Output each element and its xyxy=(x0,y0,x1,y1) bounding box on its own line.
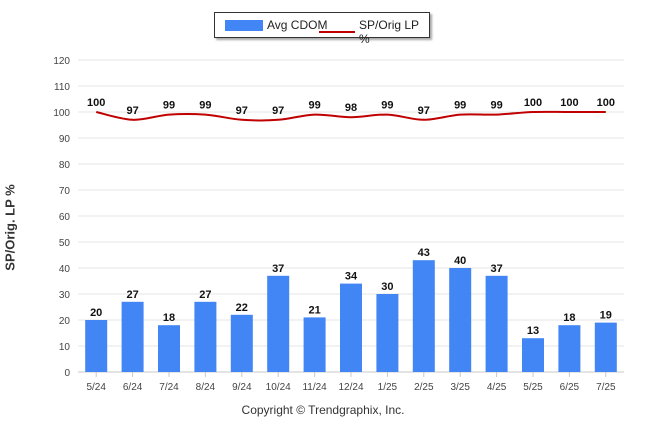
bar xyxy=(194,301,217,372)
line-series-sp-orig-lp xyxy=(95,110,606,122)
x-tick-label: 6/24 xyxy=(123,382,143,393)
x-tick-label: 5/25 xyxy=(523,382,543,393)
bar xyxy=(522,338,544,372)
bar xyxy=(485,275,508,372)
bar xyxy=(594,322,617,372)
line-value-label: 99 xyxy=(454,100,466,112)
bar-value-label: 34 xyxy=(345,271,358,283)
line-value-label: 100 xyxy=(597,97,615,109)
bar-value-label: 18 xyxy=(563,312,575,324)
line-value-label: 97 xyxy=(126,105,138,117)
line-value-label: 100 xyxy=(524,97,542,109)
legend-label-sp-orig-lp: SP/Orig LP % xyxy=(359,18,419,46)
x-tick-label: 7/25 xyxy=(596,382,616,393)
x-tick-label: 8/24 xyxy=(196,382,216,393)
line-value-label: 100 xyxy=(560,97,578,109)
bar-value-label: 27 xyxy=(126,289,138,301)
y-tick-label: 20 xyxy=(59,316,71,327)
y-tick-label: 80 xyxy=(59,160,71,171)
bar-value-label: 43 xyxy=(418,247,430,259)
x-tick-label: 7/24 xyxy=(159,382,179,393)
x-tick-label: 1/25 xyxy=(378,382,398,393)
line-value-label: 99 xyxy=(163,100,175,112)
y-tick-label: 110 xyxy=(54,82,70,93)
bar xyxy=(230,314,253,372)
line-value-label: 97 xyxy=(272,105,284,117)
legend: Avg CDOM SP/Orig LP % xyxy=(214,12,430,46)
bar-value-label: 18 xyxy=(163,312,175,324)
x-tick-label: 12/24 xyxy=(338,382,363,393)
line-value-label: 99 xyxy=(381,100,393,112)
bar-value-label: 20 xyxy=(90,307,102,319)
bar-value-label: 30 xyxy=(381,281,393,293)
y-tick-label: 120 xyxy=(53,56,70,67)
bar-value-label: 37 xyxy=(490,263,502,275)
y-tick-label: 90 xyxy=(59,134,71,145)
x-tick-label: 5/24 xyxy=(86,382,106,393)
y-tick-label: 40 xyxy=(59,264,71,275)
bar-value-label: 19 xyxy=(600,310,612,322)
legend-line-swatch xyxy=(319,31,356,33)
y-tick-label: 10 xyxy=(59,342,71,353)
bar-value-label: 21 xyxy=(308,304,320,316)
x-tick-label: 3/25 xyxy=(450,382,470,393)
bar xyxy=(85,320,108,372)
bar xyxy=(340,283,362,372)
legend-item-sp-orig-lp[interactable]: SP/Orig LP % xyxy=(319,18,429,46)
bar xyxy=(449,268,472,372)
x-tick-label: 4/25 xyxy=(487,382,507,393)
bar xyxy=(303,317,326,372)
bar xyxy=(558,325,581,372)
line-value-label: 100 xyxy=(87,97,105,109)
bar xyxy=(121,301,144,372)
y-tick-label: 50 xyxy=(59,238,71,249)
bar-value-label: 13 xyxy=(527,325,539,337)
line-value-label: 99 xyxy=(308,100,320,112)
bar-value-label: 22 xyxy=(236,302,248,314)
bar xyxy=(412,260,435,372)
x-tick-label: 2/25 xyxy=(414,382,434,393)
bar-value-label: 37 xyxy=(272,263,284,275)
y-tick-label: 30 xyxy=(59,290,71,301)
legend-bar-swatch xyxy=(225,19,263,31)
bar-value-label: 27 xyxy=(199,289,211,301)
line-value-label: 97 xyxy=(418,105,430,117)
line-value-label: 97 xyxy=(236,105,248,117)
bar-value-label: 40 xyxy=(454,255,466,267)
x-tick-label: 11/24 xyxy=(302,382,327,393)
x-tick-label: 6/25 xyxy=(560,382,580,393)
legend-item-avg-cdom[interactable]: Avg CDOM xyxy=(225,18,327,32)
bar xyxy=(376,294,399,372)
y-tick-label: 100 xyxy=(53,108,70,119)
y-tick-label: 60 xyxy=(59,212,71,223)
bar xyxy=(158,325,180,372)
line-value-label: 98 xyxy=(345,102,357,114)
line-value-label: 99 xyxy=(490,100,502,112)
y-tick-label: 70 xyxy=(59,186,71,197)
copyright-text: Copyright © Trendgraphix, Inc. xyxy=(241,403,405,417)
y-tick-label: 0 xyxy=(64,368,70,379)
x-tick-label: 10/24 xyxy=(266,382,291,393)
line-value-label: 99 xyxy=(199,100,211,112)
bar xyxy=(267,275,290,372)
x-tick-label: 9/24 xyxy=(232,382,252,393)
legend-label-avg-cdom: Avg CDOM xyxy=(267,18,328,32)
